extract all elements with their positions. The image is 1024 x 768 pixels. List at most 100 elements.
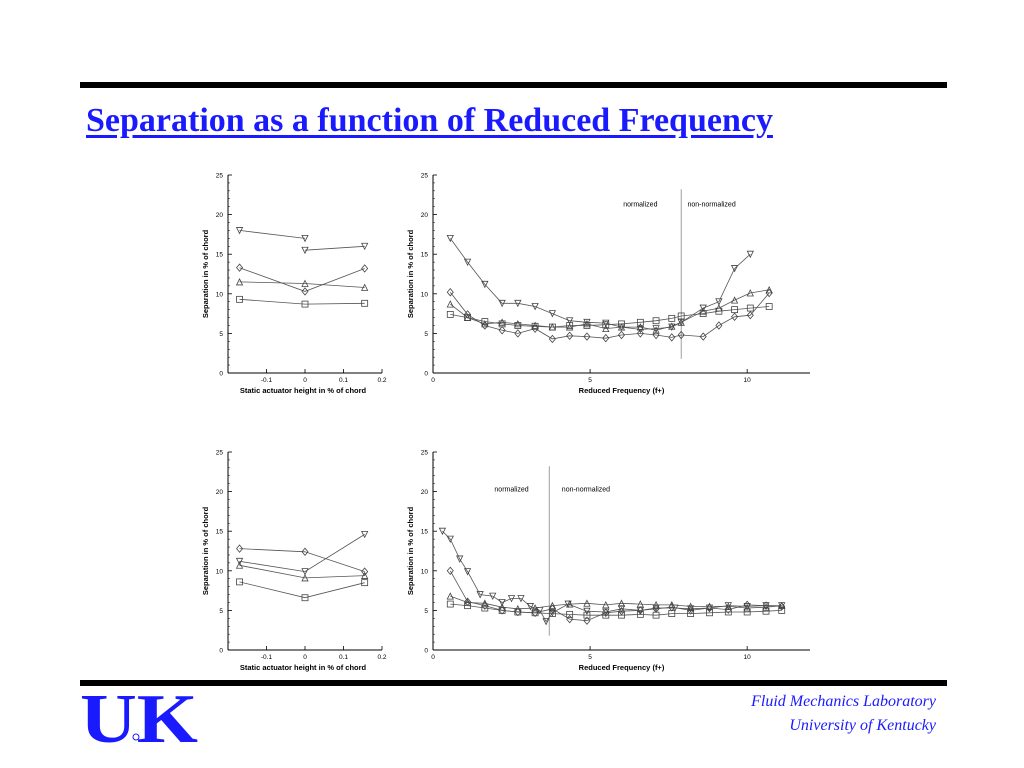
slide-title: Separation as a function of Reduced Freq…	[86, 102, 773, 139]
data-point	[489, 592, 497, 601]
y-tick-label: 0	[424, 648, 428, 655]
data-point	[715, 307, 723, 315]
uk-logo: UK	[80, 686, 198, 746]
series-line	[449, 238, 751, 330]
data-point	[498, 318, 506, 326]
data-point	[668, 314, 676, 322]
series-line	[239, 281, 365, 288]
data-point	[583, 332, 591, 341]
x-tick-label: 10	[744, 654, 752, 661]
footer: Fluid Mechanics Laboratory University of…	[751, 690, 936, 738]
data-point	[746, 250, 754, 259]
data-point	[602, 321, 610, 329]
data-point	[566, 331, 574, 341]
data-point	[699, 304, 707, 312]
data-point	[677, 318, 685, 326]
data-point	[583, 607, 591, 616]
data-point	[706, 609, 713, 617]
y-axis-label: Separation in % of chord	[406, 506, 415, 595]
data-point	[548, 601, 557, 610]
x-axis-label: Static actuator height in % of chord	[240, 663, 367, 672]
y-tick-label: 20	[421, 489, 429, 496]
y-tick-label: 10	[421, 568, 429, 575]
x-tick-label: 0.1	[339, 654, 348, 661]
series-1	[235, 530, 369, 576]
data-point	[446, 310, 454, 318]
data-point	[446, 234, 454, 243]
series-line	[239, 564, 365, 579]
data-point	[446, 535, 454, 544]
x-tick-label: 0.1	[339, 377, 348, 384]
data-point	[636, 610, 644, 618]
data-point	[668, 600, 676, 609]
data-point	[602, 319, 610, 327]
series-3	[235, 278, 369, 291]
y-tick-label: 0	[219, 648, 223, 655]
data-point	[235, 227, 244, 235]
data-point	[456, 555, 464, 563]
chart-top-right: 0 5 10 15 20 25 0 5 10 Reduced Frequency (f+) Sepa…	[406, 173, 810, 395]
data-point	[617, 330, 626, 340]
series-line	[239, 581, 365, 599]
x-tick-label: 0	[431, 654, 435, 661]
annotation-normalized: normalized	[623, 202, 657, 209]
data-point	[301, 287, 309, 296]
data-point	[602, 608, 610, 618]
data-point	[548, 609, 557, 617]
y-tick-label: 0	[424, 371, 428, 378]
data-point	[668, 322, 676, 330]
y-tick-label: 5	[424, 608, 428, 615]
series-0	[446, 234, 754, 334]
x-tick-label: -0.1	[261, 654, 273, 661]
data-point	[446, 287, 454, 297]
data-point	[507, 595, 516, 603]
x-tick-label: 10	[744, 377, 752, 384]
data-point	[778, 602, 786, 611]
data-point	[636, 600, 644, 608]
series-line	[239, 298, 365, 305]
data-point	[548, 610, 556, 617]
data-point	[566, 323, 574, 331]
data-point	[762, 603, 770, 611]
data-point	[778, 601, 786, 610]
data-point	[686, 602, 695, 610]
data-point	[687, 610, 695, 617]
y-axis-label: Separation in % of chord	[201, 506, 210, 595]
data-point	[602, 611, 610, 619]
series-line	[239, 548, 365, 572]
y-tick-label: 15	[421, 529, 429, 536]
y-tick-label: 25	[216, 173, 224, 180]
series-2	[236, 263, 369, 296]
data-point	[743, 608, 751, 616]
chart-bottom-left: 0 5 10 15 20 25 -0.1 0 0.1 0.2 Static actuator hei…	[201, 450, 387, 673]
y-tick-label: 10	[216, 568, 224, 575]
y-tick-label: 25	[421, 173, 429, 180]
x-tick-label: 5	[588, 654, 592, 661]
series-2	[235, 561, 369, 582]
data-point	[730, 265, 739, 273]
data-point	[481, 604, 489, 612]
y-axis-label: Separation in % of chord	[406, 229, 415, 318]
y-tick-label: 20	[421, 212, 429, 219]
annotation-non-normalized: non-normalized	[687, 202, 735, 209]
data-point	[361, 264, 369, 273]
data-point	[636, 329, 644, 338]
data-point	[531, 303, 539, 311]
data-point	[652, 600, 660, 609]
data-point	[531, 608, 539, 618]
data-point	[765, 285, 773, 294]
y-axis-label: Separation in % of chord	[201, 229, 210, 318]
data-point	[301, 300, 309, 308]
series-2	[446, 287, 773, 344]
data-point	[583, 320, 591, 328]
data-point	[301, 246, 309, 255]
data-point	[652, 325, 660, 333]
data-point	[531, 322, 539, 330]
data-point	[517, 595, 525, 603]
series-1	[446, 285, 773, 334]
series-line	[450, 595, 782, 610]
data-point	[652, 330, 660, 340]
y-tick-label: 20	[216, 489, 224, 496]
x-tick-label: 0	[303, 654, 307, 661]
data-point	[498, 320, 506, 328]
